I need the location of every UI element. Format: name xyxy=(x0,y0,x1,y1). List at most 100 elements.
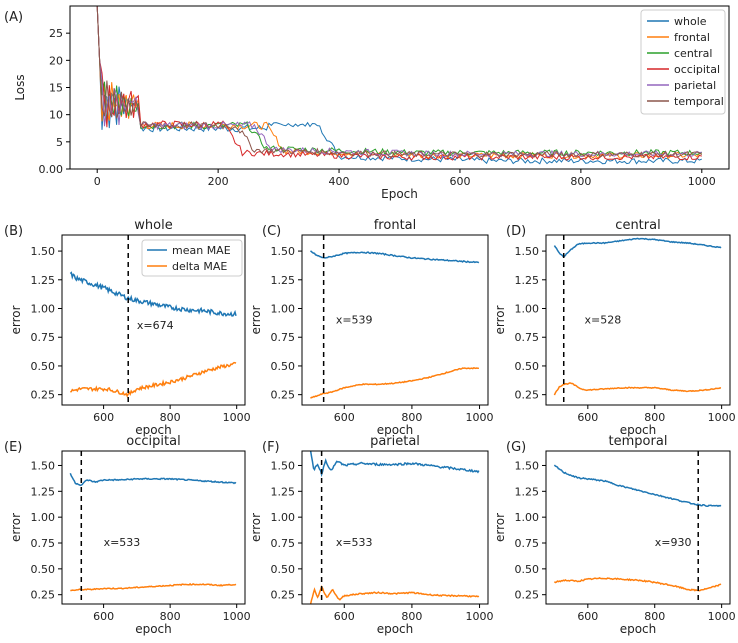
y-tick-label: 0.50 xyxy=(271,563,296,576)
x-tick-label: 1000 xyxy=(466,411,494,424)
y-tick-label: 1.50 xyxy=(271,459,296,472)
panel-title: temporal xyxy=(609,434,668,449)
y-axis-label: error xyxy=(493,305,507,334)
x-axis-label: Epoch xyxy=(381,187,418,201)
y-tick-label: 0.50 xyxy=(31,563,56,576)
plot-area xyxy=(96,6,703,165)
y-tick-label: 1.50 xyxy=(271,245,296,258)
vline-annotation: x=533 xyxy=(336,536,373,549)
y-tick-label: 0.75 xyxy=(271,331,296,344)
y-tick-label: 0.25 xyxy=(271,589,296,602)
plot-area xyxy=(309,235,480,405)
y-tick-label: 1.50 xyxy=(515,459,540,472)
panel-title: occipital xyxy=(126,434,180,449)
series-line-central xyxy=(96,6,703,157)
y-axis-label: error xyxy=(9,305,23,334)
x-axis-label: epoch xyxy=(377,622,414,636)
legend-box xyxy=(141,239,243,277)
panel-G: (G) temporal x=930 600 800 1000 0.25 0.50 0.75 1.… xyxy=(493,434,736,636)
y-tick-label: 1.00 xyxy=(31,303,56,316)
y-tick-label: 1.25 xyxy=(271,274,296,287)
y-tick-label: 1.25 xyxy=(31,485,56,498)
y-axis-label: error xyxy=(493,513,507,542)
x-tick-label: 800 xyxy=(401,610,422,623)
y-tick-label: 0.50 xyxy=(31,360,56,373)
y-tick-label: 1.50 xyxy=(31,459,56,472)
panel-label: (B) xyxy=(4,224,23,239)
panel-title: central xyxy=(615,218,660,233)
y-tick-label: 15 xyxy=(49,82,63,95)
vline-annotation: x=930 xyxy=(655,536,692,549)
y-tick-label: 1.00 xyxy=(271,511,296,524)
x-tick-label: 200 xyxy=(208,175,229,188)
panel-B: (B) whole x=674 600 800 1000 0.25 0.50 0.75 1.00 1… xyxy=(4,218,251,437)
panel-F: (F) parietal x=533 600 800 1000 0.25 0.50 0.75 1.… xyxy=(249,434,494,636)
series-line-parietal xyxy=(96,6,702,158)
y-axis-label: error xyxy=(249,513,263,542)
panel-title: parietal xyxy=(370,434,420,449)
legend-label-mean-mae: mean MAE xyxy=(172,244,231,257)
y-tick-label: 0.25 xyxy=(31,589,56,602)
series-line-mean-mae xyxy=(69,271,237,317)
x-tick-label: 600 xyxy=(577,610,598,623)
x-tick-label: 800 xyxy=(401,411,422,424)
y-tick-label: 0.25 xyxy=(515,589,540,602)
series-line-whole xyxy=(96,6,702,165)
y-tick-label: 1.50 xyxy=(515,245,540,258)
series-line-delta-mae xyxy=(309,366,479,399)
legend-label-parietal: parietal xyxy=(674,79,716,92)
axes-frame xyxy=(301,450,489,605)
x-axis-label: epoch xyxy=(620,423,657,437)
y-axis-label: error xyxy=(9,513,23,542)
axes-frame xyxy=(545,450,731,605)
plot-area xyxy=(69,451,237,604)
plot-area xyxy=(553,235,722,405)
panel-A: (A) 0 200 400 600 800 1000 0.00 5 10 15 20 25 Epoch Lo… xyxy=(4,5,730,201)
panel-label: (A) xyxy=(4,10,23,25)
legend-label-temporal: temporal xyxy=(674,95,724,108)
plot-area xyxy=(553,451,722,604)
series-line-mean-mae xyxy=(69,472,237,487)
x-tick-label: 1000 xyxy=(688,175,716,188)
axes-frame xyxy=(61,234,246,406)
x-tick-label: 1000 xyxy=(223,610,251,623)
y-tick-label: 10 xyxy=(49,109,63,122)
panel-E: (E) occipital x=533 600 800 1000 0.25 0.50 0.75 1… xyxy=(4,434,251,636)
y-tick-label: 1.00 xyxy=(31,511,56,524)
y-tick-label: 1.00 xyxy=(271,303,296,316)
x-tick-label: 600 xyxy=(93,610,114,623)
y-tick-label: 0.75 xyxy=(515,331,540,344)
y-tick-label: 0.50 xyxy=(515,360,540,373)
axes-frame xyxy=(545,234,731,406)
x-tick-label: 800 xyxy=(570,175,591,188)
y-tick-label: 0.25 xyxy=(31,389,56,402)
vline-annotation: x=674 xyxy=(137,319,174,332)
panel-title: frontal xyxy=(374,218,417,233)
panel-title: whole xyxy=(134,218,172,233)
y-tick-label: 1.25 xyxy=(31,274,56,287)
x-tick-label: 1000 xyxy=(466,610,494,623)
vline-annotation: x=533 xyxy=(104,536,141,549)
x-axis-label: epoch xyxy=(135,423,172,437)
y-tick-label: 0.50 xyxy=(515,563,540,576)
series-line-mean-mae xyxy=(553,237,722,259)
panel-label: (G) xyxy=(506,440,526,455)
x-tick-label: 600 xyxy=(334,610,355,623)
y-tick-label: 1.25 xyxy=(271,485,296,498)
legend-label-central: central xyxy=(674,47,712,60)
plot-area xyxy=(309,451,480,604)
legend: whole frontal central occipital parietal temp… xyxy=(640,9,726,115)
x-tick-label: 1000 xyxy=(708,610,736,623)
y-axis-label: Loss xyxy=(13,74,27,100)
y-tick-label: 0.50 xyxy=(271,360,296,373)
y-tick-label: 0.75 xyxy=(31,331,56,344)
series-line-delta-mae xyxy=(309,585,480,604)
series-line-delta-mae xyxy=(553,382,722,396)
x-tick-label: 800 xyxy=(644,411,665,424)
series-line-delta-mae xyxy=(70,361,237,398)
axes-frame xyxy=(61,450,246,605)
panel-label: (F) xyxy=(262,440,280,455)
vline-annotation: x=528 xyxy=(584,313,621,326)
y-tick-label: 0.75 xyxy=(271,537,296,550)
series-line-mean-mae xyxy=(309,451,480,478)
